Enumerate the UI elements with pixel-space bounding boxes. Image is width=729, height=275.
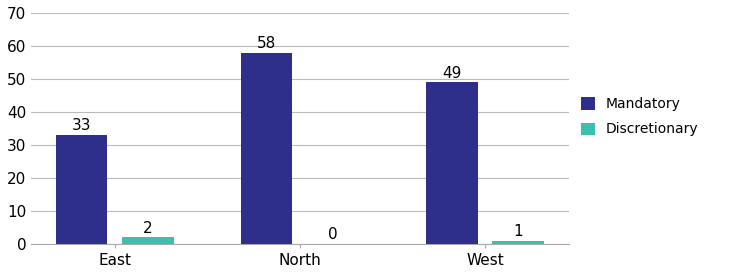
Text: 2: 2 [144, 221, 153, 236]
Text: 49: 49 [442, 66, 461, 81]
Text: 1: 1 [513, 224, 523, 239]
Legend: Mandatory, Discretionary: Mandatory, Discretionary [576, 92, 704, 142]
Bar [241, 53, 292, 244]
Text: 58: 58 [257, 36, 276, 51]
Bar [426, 82, 477, 244]
Bar [492, 241, 544, 244]
Bar [122, 237, 174, 244]
Text: 33: 33 [71, 119, 91, 133]
Text: 0: 0 [328, 227, 338, 242]
Bar [55, 135, 107, 244]
